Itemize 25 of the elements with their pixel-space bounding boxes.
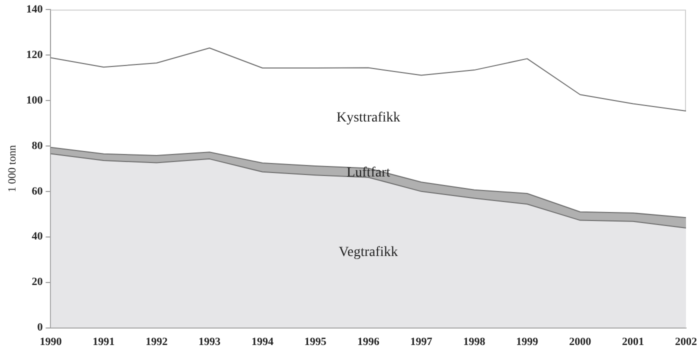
series-label: Vegtrafikk (338, 245, 398, 260)
y-tick-label: 100 (26, 94, 44, 106)
y-tick-label: 60 (32, 185, 44, 198)
x-tick-label: 2002 (675, 336, 698, 348)
x-tick-label: 1999 (516, 336, 539, 348)
y-tick-label: 140 (26, 3, 44, 16)
y-tick-label: 0 (37, 322, 44, 334)
x-tick-label: 1992 (146, 336, 168, 348)
x-tick-label: 1997 (410, 336, 433, 348)
y-axis-title: 1 000 tonn (6, 144, 18, 192)
y-tick-label: 20 (32, 276, 44, 288)
x-tick-label: 1990 (40, 336, 62, 348)
x-tick-label: 1996 (357, 336, 380, 348)
y-tick-label: 120 (26, 48, 44, 61)
series-label: Luftfart (346, 165, 390, 180)
x-tick-label: 1994 (251, 336, 274, 348)
x-tick-label: 2001 (622, 336, 644, 348)
x-tick-label: 1995 (304, 336, 327, 348)
y-tick-label: 80 (32, 140, 44, 152)
y-tick-label: 40 (32, 230, 44, 243)
x-tick-label: 1993 (198, 336, 222, 348)
x-tick-label: 1998 (463, 336, 486, 348)
x-tick-label: 1991 (92, 336, 115, 348)
x-tick-label: 2000 (569, 336, 592, 348)
series-label: Kysttrafikk (336, 110, 400, 126)
